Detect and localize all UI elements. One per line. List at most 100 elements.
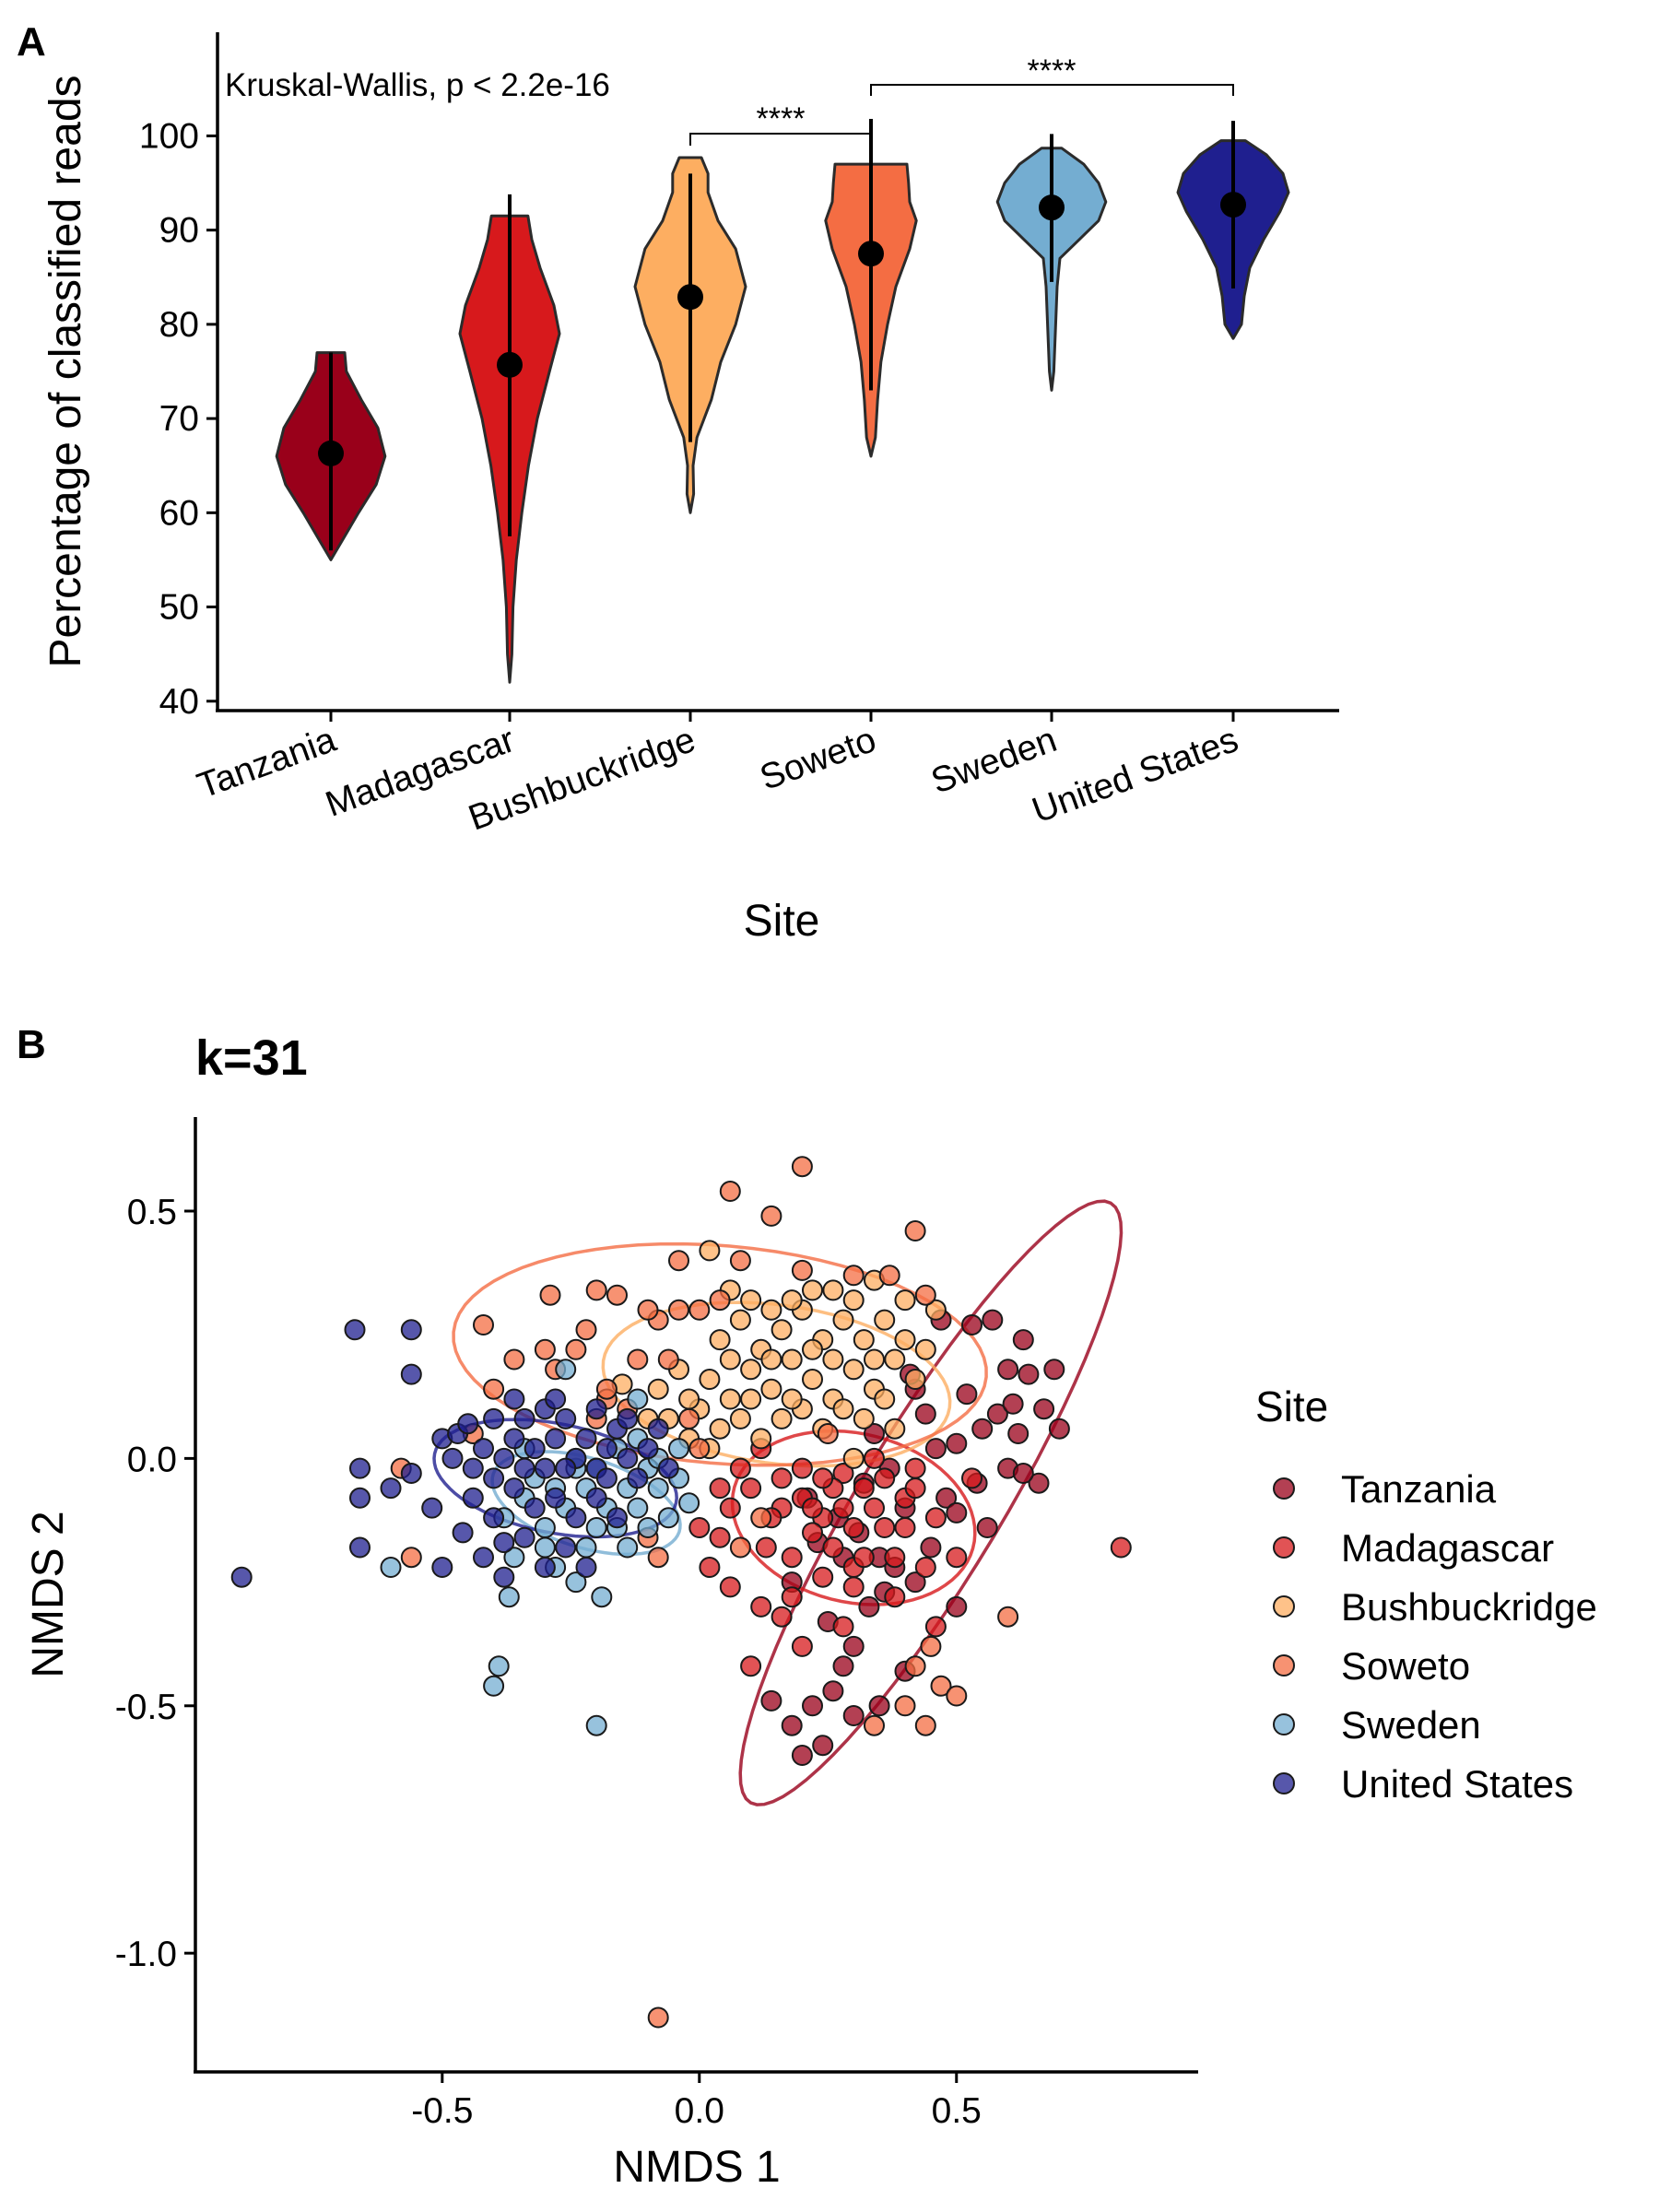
point-united-states (606, 1507, 628, 1529)
point-bushbuckridge (894, 1329, 916, 1351)
point-tanzania (864, 1423, 885, 1444)
point-united-states (452, 1522, 474, 1544)
point-madagascar (946, 1547, 968, 1569)
point-soweto (760, 1205, 782, 1227)
point-tanzania (812, 1735, 834, 1757)
point-soweto (637, 1299, 659, 1321)
point-tanzania (868, 1695, 890, 1717)
point-madagascar (719, 1497, 741, 1519)
point-united-states (617, 1407, 639, 1430)
legend-swatch-united-states (1273, 1772, 1295, 1794)
point-sweden (585, 1517, 607, 1538)
point-madagascar (740, 1655, 762, 1677)
point-bushbuckridge (771, 1319, 793, 1341)
legend-item-sweden: Sweden (1273, 1703, 1481, 1747)
point-madagascar (874, 1467, 896, 1489)
violin-united-states (1176, 121, 1290, 340)
point-bushbuckridge (884, 1348, 906, 1371)
point-united-states (400, 1363, 422, 1385)
panel-b: B k=31 0.50.0-0.5-1.0 -0.5 0.0 0.5 NMDS 2 … (17, 1022, 1597, 2192)
legend-swatch-bushbuckridge (1273, 1595, 1295, 1618)
point-madagascar (894, 1517, 916, 1538)
point-tanzania (904, 1571, 926, 1594)
point-madagascar (853, 1477, 875, 1500)
point-united-states (349, 1487, 371, 1509)
point-tanzania (1012, 1463, 1034, 1484)
point-united-states (585, 1398, 607, 1420)
point-united-states (575, 1428, 597, 1450)
point-madagascar (709, 1526, 731, 1548)
point-united-states (647, 1418, 669, 1440)
point-united-states (493, 1566, 515, 1588)
point-soweto (575, 1319, 597, 1341)
point-soweto (864, 1714, 885, 1736)
point-united-states (349, 1536, 371, 1559)
point-soweto (842, 1265, 865, 1287)
x-axis-title-b: NMDS 1 (613, 2143, 780, 2192)
point-soweto (914, 1714, 936, 1736)
point-sweden (627, 1388, 649, 1410)
point-bushbuckridge (699, 1369, 721, 1390)
point-soweto (678, 1407, 700, 1430)
point-sweden (637, 1517, 659, 1538)
point-soweto (997, 1606, 1019, 1628)
point-madagascar (822, 1536, 844, 1559)
point-united-states (637, 1438, 659, 1460)
point-tanzania (946, 1432, 968, 1454)
point-bushbuckridge (822, 1279, 844, 1301)
point-bushbuckridge (874, 1388, 896, 1410)
point-soweto (920, 1635, 942, 1657)
legend-label-united-states: United States (1341, 1762, 1573, 1806)
point-united-states (503, 1428, 525, 1450)
violin-bushbuckridge (633, 156, 747, 514)
point-bushbuckridge (709, 1418, 731, 1440)
y-tick-label-a: 70 (159, 399, 199, 439)
point-tanzania (1012, 1329, 1034, 1351)
point-sweden (575, 1536, 597, 1559)
legend-item-madagascar: Madagascar (1273, 1526, 1554, 1570)
point-soweto (791, 1259, 813, 1281)
point-soweto (503, 1348, 525, 1371)
point-bushbuckridge (719, 1388, 741, 1410)
y-tick-label-b: -0.5 (115, 1688, 177, 1727)
point-bushbuckridge (760, 1378, 782, 1400)
y-axis-ticks-a: 40 50 60 70 80 90 100 (139, 116, 218, 722)
point-united-states (513, 1526, 535, 1548)
point-madagascar (884, 1547, 906, 1569)
point-sweden (657, 1507, 679, 1529)
point-soweto (400, 1547, 422, 1569)
point-soweto (894, 1695, 916, 1717)
point-madagascar (832, 1497, 854, 1519)
point-madagascar (802, 1497, 823, 1519)
violin-mean-point-madagascar (497, 351, 523, 378)
point-madagascar (961, 1467, 982, 1489)
y-axis-ticks-b: 0.5 0.0 -0.5 -1.0 (115, 1193, 195, 1974)
point-bushbuckridge (802, 1279, 823, 1301)
point-tanzania (802, 1695, 823, 1717)
point-soweto (817, 1423, 839, 1444)
point-madagascar (771, 1606, 793, 1628)
y-tick-label-a: 60 (159, 493, 199, 533)
point-madagascar (812, 1566, 834, 1588)
point-madagascar (791, 1457, 813, 1479)
point-madagascar (924, 1507, 947, 1529)
point-tanzania (920, 1536, 942, 1559)
point-tanzania (842, 1705, 865, 1726)
legend-label-madagascar: Madagascar (1341, 1526, 1554, 1570)
point-united-states (513, 1457, 535, 1479)
point-bushbuckridge (853, 1407, 875, 1430)
point-tanzania (781, 1714, 803, 1736)
point-bushbuckridge (678, 1388, 700, 1410)
point-united-states (555, 1407, 577, 1430)
panel-b-letter: B (17, 1022, 46, 1067)
legend-label-tanzania: Tanzania (1341, 1467, 1497, 1511)
point-tanzania (924, 1438, 947, 1460)
point-tanzania (832, 1655, 854, 1677)
point-soweto (729, 1250, 751, 1272)
violin-mean-point-bushbuckridge (677, 284, 703, 311)
point-bushbuckridge (832, 1309, 854, 1331)
violin-madagascar (458, 194, 561, 684)
point-tanzania (976, 1517, 998, 1538)
point-united-states (555, 1457, 577, 1479)
point-bushbuckridge (894, 1289, 916, 1312)
